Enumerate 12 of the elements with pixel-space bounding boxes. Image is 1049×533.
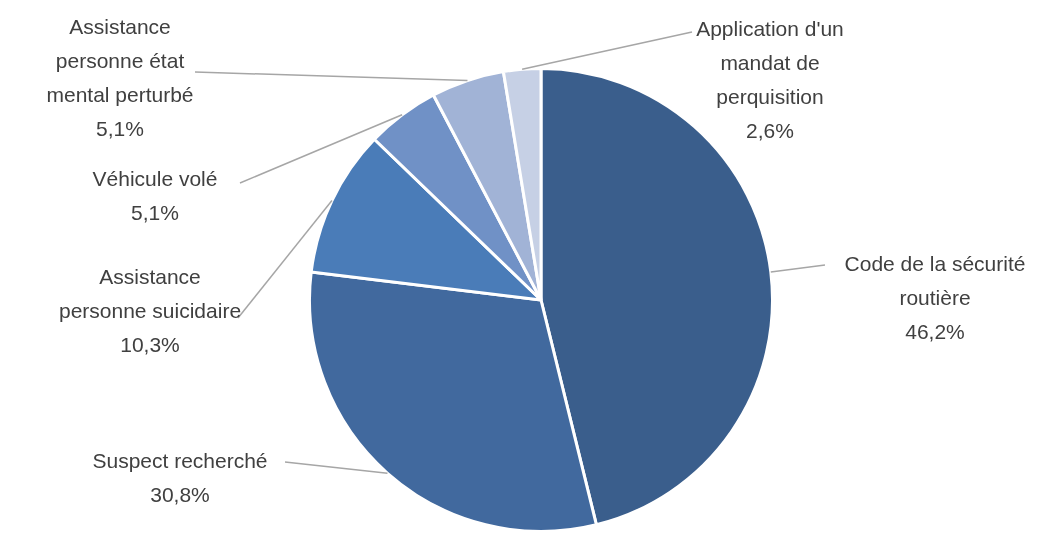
slice-label: Véhicule volé [92,166,218,190]
slice-label: Suspect recherché [92,448,268,472]
slice-label: Assistance personne état mental perturbé [46,14,194,106]
data-label: 46,2% [905,319,965,343]
data-label: 5,1% [96,116,144,140]
data-label: 5,1% [131,200,179,224]
data-label: 10,3% [120,332,180,356]
slice-label: Assistance personne suicidaire [58,264,242,322]
slice-label: Application d'un mandat de perquisition [696,16,844,108]
data-label: 30,8% [150,482,210,506]
data-label: 2,6% [746,118,794,142]
slice-label: Code de la sécurité routière [844,251,1026,309]
